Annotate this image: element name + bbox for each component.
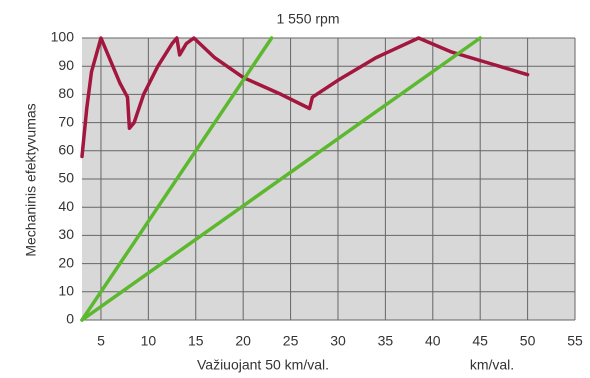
x-tick-label: 45 [472, 333, 488, 349]
y-tick-label: 100 [51, 29, 75, 45]
x-axis-unit: km/val. [470, 357, 514, 373]
x-tick-label: 55 [567, 333, 583, 349]
x-tick-label: 50 [520, 333, 536, 349]
y-tick-label: 20 [58, 254, 74, 270]
series-line [80, 36, 530, 159]
y-tick-label: 90 [58, 57, 74, 73]
x-tick-label: 15 [188, 333, 204, 349]
x-tick-label: 20 [235, 333, 251, 349]
x-tick-label: 30 [330, 333, 346, 349]
chart-subtitle: 1 550 rpm [276, 11, 339, 27]
y-tick-label: 0 [66, 311, 74, 327]
x-tick-label: 5 [97, 333, 105, 349]
y-tick-label: 50 [58, 170, 74, 186]
y-tick-label: 10 [58, 283, 74, 299]
y-tick-label: 80 [58, 85, 74, 101]
x-tick-label: 10 [141, 333, 157, 349]
y-axis-title: Mechaninis efektyvumas [23, 103, 39, 256]
x-tick-label: 35 [378, 333, 394, 349]
x-axis-title: Važiuojant 50 km/val. [197, 357, 329, 373]
y-tick-label: 70 [58, 113, 74, 129]
x-tick-label: 40 [425, 333, 441, 349]
y-tick-label: 60 [58, 142, 74, 158]
series-line [80, 36, 482, 322]
x-tick-label: 25 [283, 333, 299, 349]
y-tick-label: 30 [58, 226, 74, 242]
y-tick-label: 40 [58, 198, 74, 214]
series-line [80, 36, 274, 322]
